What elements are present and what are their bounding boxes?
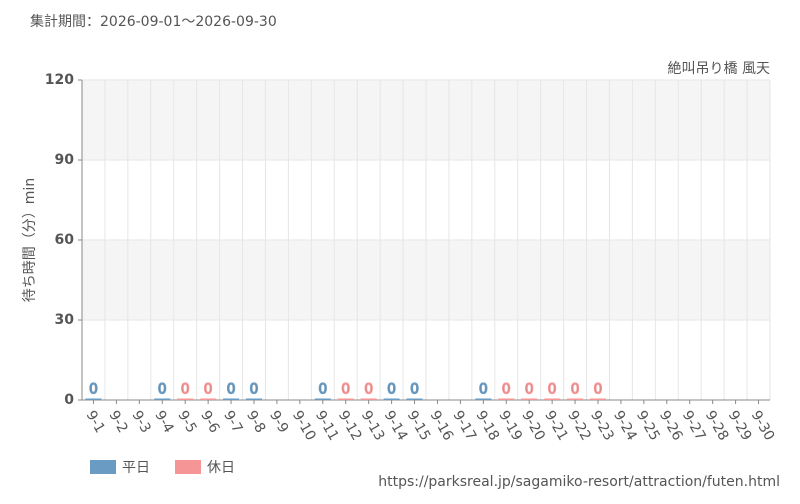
bar [406,398,423,400]
bar [154,398,171,400]
x-tick-label: 9-11 [312,408,342,444]
y-tick-label: 90 [55,152,75,168]
x-tick-label: 9-27 [679,408,709,444]
x-tick-label: 9-6 [197,408,222,436]
x-tick-label: 9-3 [128,408,153,436]
bar [314,398,331,400]
x-tick-label: 9-1 [83,408,108,436]
x-tick-label: 9-10 [289,408,319,444]
y-tick-label: 120 [45,72,74,88]
y-axis-label: 待ち時間（分）min [22,178,38,302]
bar [544,398,561,400]
data-label: 0 [502,382,511,398]
data-label: 0 [479,382,488,398]
bar [245,398,263,400]
bar [521,398,538,400]
x-tick-label: 9-13 [358,408,388,444]
x-tick-label: 9-15 [404,408,434,444]
bar [475,398,492,400]
data-label: 0 [227,382,236,398]
source-url: https://parksreal.jp/sagamiko-resort/att… [378,474,780,490]
chart-title: 集計期間：2026-09-01～2026-09-30 [30,13,277,30]
data-label: 0 [318,382,327,398]
bar [177,398,194,400]
bar [85,398,102,400]
x-tick-label: 9-2 [105,408,130,436]
x-tick-label: 9-25 [633,408,663,444]
x-tick-label: 9-22 [564,408,594,444]
x-tick-label: 9-18 [472,408,502,444]
chart-subtitle: 絶叫吊り橋 風天 [668,61,770,77]
data-label: 0 [548,382,557,398]
data-label: 0 [181,382,190,398]
bar [200,398,217,400]
bar [223,398,240,400]
x-tick-label: 9-8 [243,408,268,436]
data-label: 0 [410,382,419,398]
x-tick-label: 9-28 [702,408,732,444]
data-label: 0 [571,382,580,398]
x-tick-label: 9-21 [541,408,571,444]
data-label: 0 [158,382,167,398]
x-tick-label: 9-9 [266,408,291,436]
legend-label: 休日 [207,460,235,476]
x-tick-label: 9-17 [449,408,479,444]
legend-label: 平日 [122,460,150,476]
x-tick-label: 9-16 [427,408,457,444]
x-tick-label: 9-20 [518,408,548,444]
bar [383,398,400,400]
data-label: 0 [89,382,98,398]
y-tick-label: 30 [55,312,75,328]
x-tick-label: 9-4 [151,408,176,436]
legend-swatch [175,460,201,474]
bar [337,398,354,400]
legend-swatch [90,460,116,474]
x-tick-label: 9-14 [381,408,411,444]
x-tick-label: 9-24 [610,408,640,444]
data-label: 0 [525,382,534,398]
data-label: 0 [364,382,373,398]
bar [589,398,607,400]
x-tick-label: 9-7 [220,408,245,436]
x-tick-label: 9-29 [725,408,755,444]
y-tick-label: 0 [64,392,74,408]
bar [567,398,584,400]
x-tick-label: 9-12 [335,408,365,444]
x-tick-label: 9-23 [587,408,617,444]
data-label: 0 [387,382,396,398]
x-tick-label: 9-26 [656,408,686,444]
data-label: 0 [341,382,350,398]
x-tick-label: 9-5 [174,408,199,436]
x-tick-label: 9-30 [748,408,778,444]
bar [498,398,515,400]
bar [360,398,377,400]
data-label: 0 [204,382,213,398]
x-tick-label: 9-19 [495,408,525,444]
y-tick-label: 60 [55,232,75,248]
data-label: 0 [250,382,259,398]
data-label: 0 [594,382,603,398]
